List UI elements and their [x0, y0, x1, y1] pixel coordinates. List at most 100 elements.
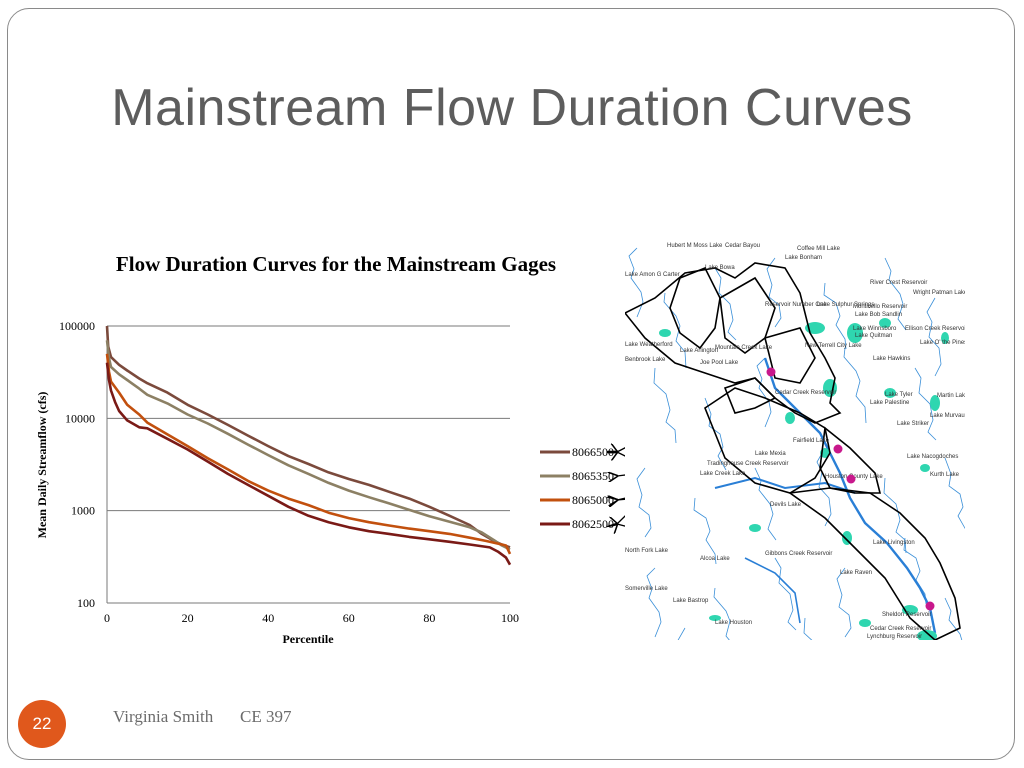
map-place-label: Devils Lake — [770, 502, 802, 508]
map-place-label: Lake Hawkins — [873, 356, 910, 362]
map-place-label: Monticello Reservoir — [853, 304, 907, 310]
map-labels: Hubert M Moss Lake Cedar Bayou Coffee Mill… — [625, 243, 965, 640]
map-place-label: Lake Bonham — [785, 255, 822, 261]
gage-marker — [766, 367, 776, 377]
map-place-label: Wright Patman Lake — [913, 290, 965, 296]
subbasin-boundary — [669, 266, 721, 350]
map-place-label: Coffee Mill Lake — [797, 246, 841, 252]
map-place-label: River Crest Reservoir — [870, 280, 927, 286]
map-place-label: Lake Bowa — [705, 265, 735, 271]
map-place-label: Cedar Creek Reservoir — [775, 390, 836, 396]
stream-line — [944, 597, 963, 640]
map-place-label: Lake Striker — [897, 421, 929, 427]
slide-title: Mainstream Flow Duration Curves — [111, 79, 913, 137]
stream-line — [766, 257, 782, 328]
map-place-label: Kurth Lake — [930, 472, 960, 478]
map-place-label: Sheldon Reservoir — [882, 612, 931, 618]
gage-marker — [846, 474, 856, 484]
stream-line — [774, 557, 797, 631]
stream-line — [693, 497, 717, 565]
map-place-label: Gibbons Creek Reservoir — [765, 551, 832, 557]
stream-line — [663, 292, 687, 369]
map-subbasins — [625, 262, 961, 640]
page-number-badge: 22 — [18, 700, 66, 748]
stream-line — [803, 617, 813, 640]
map-place-label: Ellison Creek Reservoir — [905, 326, 965, 332]
stream-line — [704, 397, 727, 471]
map-place-label: Cedar Bayou — [725, 243, 760, 249]
lake-shape — [879, 318, 891, 328]
tributary-stream — [744, 557, 801, 624]
stream-line — [628, 247, 644, 318]
subbasin-boundary — [787, 487, 961, 640]
map-place-label: Joe Pool Lake — [700, 360, 739, 366]
map-place-label: Martin Lake — [937, 393, 965, 399]
map-place-label: Lake Tyler — [885, 392, 913, 398]
stream-line — [816, 447, 832, 527]
map-place-label: Lake Sulphur Springs — [817, 302, 874, 308]
stream-line — [903, 537, 927, 605]
subbasin-boundary — [723, 377, 777, 414]
stream-line — [714, 267, 737, 341]
map-place-label: Lake Winnsboro — [853, 326, 897, 332]
map-gages — [766, 367, 935, 611]
map-place-label: Lynchburg Reservoir — [867, 634, 922, 640]
stream-line — [646, 567, 662, 638]
lake-shape — [847, 323, 863, 343]
stream-line — [636, 467, 652, 538]
stream-line — [756, 357, 772, 428]
stream-line — [836, 567, 852, 638]
lake-shape — [941, 332, 949, 344]
stream-line — [713, 587, 731, 640]
lake-shape — [659, 329, 671, 337]
map-place-label: Reservoir Number One — [765, 302, 827, 308]
lake-shape — [859, 619, 871, 627]
map-place-label: Lake Livingston — [873, 540, 915, 546]
map-place-label: Lake Creek Lake — [700, 471, 746, 477]
lake-shape — [920, 464, 930, 472]
stream-line — [944, 457, 965, 530]
map-place-label: Lake Amon G Carter — [625, 272, 680, 278]
map-place-label: Somerville Lake — [625, 586, 668, 592]
map-place-label: Fairfield Lake — [793, 438, 830, 444]
stream-line — [843, 347, 867, 424]
lake-shape — [785, 412, 795, 424]
map-place-label: Benbrook Lake — [625, 357, 666, 363]
map-place-label: Lake Raven — [840, 570, 872, 576]
map-place-label: Tradinghouse Creek Reservoir — [707, 461, 788, 467]
map-place-label: North Fork Lake — [625, 548, 669, 554]
subbasin-boundary — [625, 262, 842, 424]
stream-line — [653, 367, 677, 444]
stream-line — [884, 257, 907, 331]
footer-course: CE 397 — [240, 707, 292, 726]
map-place-label: Cedar Creek Reservoir — [870, 626, 931, 632]
map-place-label: Lake Mexia — [755, 451, 786, 457]
stream-line — [914, 367, 937, 441]
map-place-label: Hubert M Moss Lake — [667, 243, 723, 249]
map-place-label: Lake O' the Pines — [920, 340, 965, 346]
lake-shape — [709, 615, 721, 621]
stream-line — [926, 297, 942, 377]
stream-line — [823, 282, 847, 350]
map-place-label: Lake Nacogdoches — [907, 454, 958, 460]
lake-shape — [884, 388, 896, 398]
map-place-label: Alcoa Lake — [700, 556, 730, 562]
map-place-label: Lake Bastrop — [673, 598, 709, 604]
footer-author: Virginia Smith — [113, 707, 214, 726]
watershed-map: Hubert M Moss Lake Cedar Bayou Coffee Mill… — [625, 238, 965, 640]
main-tributary — [714, 476, 856, 494]
map-place-label: Lake Quitman — [855, 333, 892, 339]
map-lakes — [659, 318, 949, 640]
lake-shape — [930, 395, 940, 411]
map-place-label: Lake Bob Sandlin — [855, 312, 902, 318]
chart-title: Flow Duration Curves for the Mainstream … — [115, 252, 557, 276]
map-place-label: Lake Palestine — [870, 400, 910, 406]
subbasin-boundary — [704, 387, 831, 494]
map-place-label: Lake Weatherford — [625, 342, 673, 348]
map-place-label: Lake Arlington — [680, 348, 718, 354]
map-place-label: Mountain Creek Lake — [715, 345, 773, 351]
map-place-label: Lake Houston — [715, 620, 752, 626]
gage-marker — [833, 444, 843, 454]
gage-marker — [925, 601, 935, 611]
map-place-label: Lake Murvaul — [930, 413, 965, 419]
